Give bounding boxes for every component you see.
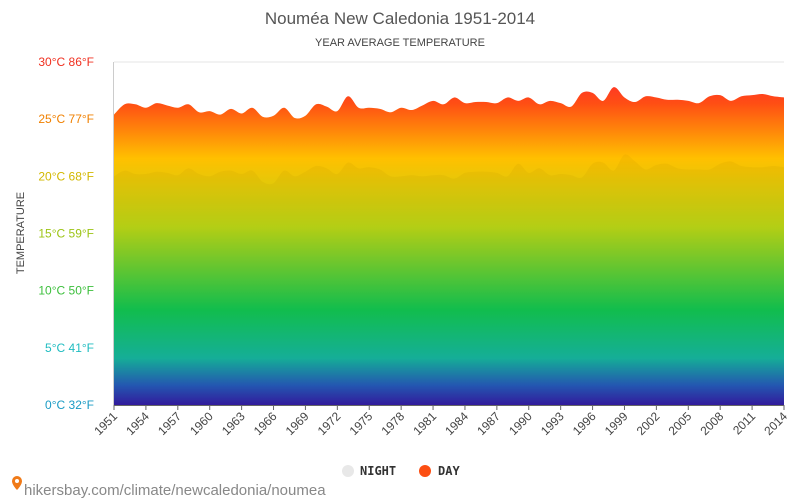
- x-tick-label-1: 1954: [123, 409, 152, 438]
- x-tick-label-5: 1966: [251, 409, 280, 438]
- y-tick-label-6: 30°C 86°F: [38, 55, 94, 69]
- x-tick-label-6: 1969: [283, 409, 312, 438]
- y-tick-label-3: 15°C 59°F: [38, 227, 94, 241]
- x-tick-label-9: 1978: [378, 409, 407, 438]
- x-tick-label-4: 1963: [219, 409, 248, 438]
- x-tick-label-2: 1957: [155, 409, 184, 438]
- source-text: hikersbay.com/climate/newcaledonia/noume…: [24, 482, 326, 499]
- legend-day-marker: [419, 465, 431, 477]
- x-tick-label-7: 1972: [315, 409, 344, 438]
- y-tick-label-4: 20°C 68°F: [38, 169, 94, 183]
- legend: NIGHT DAY: [342, 464, 460, 478]
- legend-night-marker: [342, 465, 354, 477]
- night-area: [114, 154, 784, 405]
- legend-night-label: NIGHT: [360, 464, 396, 478]
- x-tick-label-0: 1951: [91, 409, 120, 438]
- x-tick-label-17: 2002: [634, 409, 663, 438]
- chart-title: Nouméa New Caledonia 1951-2014: [265, 9, 535, 28]
- location-pin-dot: [15, 479, 19, 483]
- x-tick-label-19: 2008: [698, 409, 727, 438]
- x-tick-labels: 1951 1954 1957 1960 1963 1966 1969 1972 1975 1978…: [91, 405, 790, 438]
- y-tick-label-1: 5°C 41°F: [45, 341, 94, 355]
- x-tick-label-12: 1987: [474, 409, 503, 438]
- y-tick-label-5: 25°C 77°F: [38, 112, 94, 126]
- x-tick-label-16: 1999: [602, 409, 631, 438]
- x-tick-label-10: 1981: [410, 409, 439, 438]
- axes: [113, 62, 784, 406]
- night-area-shade: [114, 154, 784, 405]
- y-tick-label-2: 10°C 50°F: [38, 284, 94, 298]
- x-tick-label-11: 1984: [442, 409, 471, 438]
- y-axis-label: TEMPERATURE: [15, 192, 27, 274]
- x-tick-label-21: 2014: [761, 409, 790, 438]
- legend-item-day[interactable]: DAY: [419, 464, 460, 478]
- legend-item-night[interactable]: NIGHT: [342, 464, 396, 478]
- source-link[interactable]: hikersbay.com/climate/newcaledonia/noume…: [12, 476, 326, 499]
- chart-subtitle: YEAR AVERAGE TEMPERATURE: [315, 37, 485, 49]
- x-tick-label-14: 1993: [538, 409, 567, 438]
- y-tick-labels: 0°C 32°F 5°C 41°F 10°C 50°F 15°C 59°F 20°C 6…: [38, 55, 94, 412]
- plot-area: [114, 87, 784, 405]
- legend-day-label: DAY: [438, 464, 460, 478]
- x-tick-label-18: 2005: [666, 409, 695, 438]
- x-tick-label-3: 1960: [187, 409, 216, 438]
- x-tick-label-13: 1990: [506, 409, 535, 438]
- x-tick-label-20: 2011: [730, 409, 758, 437]
- x-tick-label-15: 1996: [570, 409, 599, 438]
- y-tick-label-0: 0°C 32°F: [45, 398, 94, 412]
- x-tick-label-8: 1975: [347, 409, 376, 438]
